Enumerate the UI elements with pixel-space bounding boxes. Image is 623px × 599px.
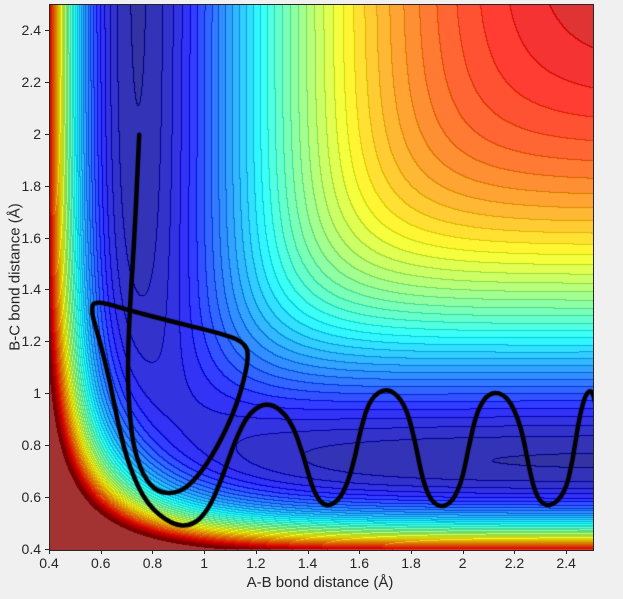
x-tick-label: 2.2 [504, 555, 525, 571]
x-tick-mark [359, 550, 361, 554]
x-tick-label: 0.6 [90, 555, 111, 571]
x-tick-label: 1.8 [401, 555, 421, 571]
y-tick-mark [45, 29, 49, 31]
y-tick-label: 0.6 [21, 489, 41, 506]
x-tick-mark [307, 550, 309, 554]
y-tick-mark [45, 81, 49, 83]
x-tick-mark [462, 550, 464, 554]
x-tick-mark [514, 550, 516, 554]
y-tick-mark [45, 497, 49, 499]
y-tick-mark [45, 237, 49, 239]
x-axis-label: A-B bond distance (Å) [246, 574, 394, 591]
x-tick-label: 1 [200, 555, 209, 571]
x-tick-label: 0.8 [142, 555, 163, 571]
y-tick-label: 1.4 [21, 281, 41, 298]
y-tick-label: 0.4 [21, 541, 41, 557]
y-tick-mark [45, 393, 49, 395]
x-tick-mark [411, 550, 412, 554]
y-tick-label: 0.8 [21, 437, 41, 454]
contour-plot-canvas [50, 5, 593, 550]
x-tick-mark [100, 550, 102, 554]
y-tick-mark [45, 185, 49, 187]
x-tick-mark [49, 550, 50, 554]
y-tick-mark [45, 341, 49, 343]
y-tick-label: 1.6 [21, 229, 41, 246]
y-tick-label: 2 [33, 125, 41, 142]
y-tick-label: 1 [33, 385, 41, 402]
x-tick-label: 1.4 [297, 555, 318, 571]
x-tick-mark [566, 550, 568, 554]
x-tick-mark [204, 550, 206, 554]
x-tick-label: 0.4 [39, 555, 59, 571]
plot-area [49, 4, 594, 551]
y-axis-label: B-C bond distance (Å) [6, 203, 24, 351]
x-tick-mark [255, 550, 257, 554]
x-tick-label: 1.6 [349, 555, 370, 571]
y-tick-mark [45, 549, 49, 550]
y-tick-label: 2.2 [21, 73, 41, 90]
x-tick-mark [152, 550, 154, 554]
x-tick-label: 1.2 [246, 555, 266, 571]
y-tick-label: 1.8 [21, 177, 41, 194]
y-tick-mark [45, 445, 49, 447]
y-tick-label: 2.4 [21, 21, 41, 38]
y-tick-label: 1.2 [21, 333, 41, 350]
y-tick-mark [45, 133, 49, 135]
x-tick-label: 2.4 [556, 555, 576, 571]
y-tick-mark [45, 289, 49, 291]
x-tick-label: 2 [458, 555, 467, 571]
